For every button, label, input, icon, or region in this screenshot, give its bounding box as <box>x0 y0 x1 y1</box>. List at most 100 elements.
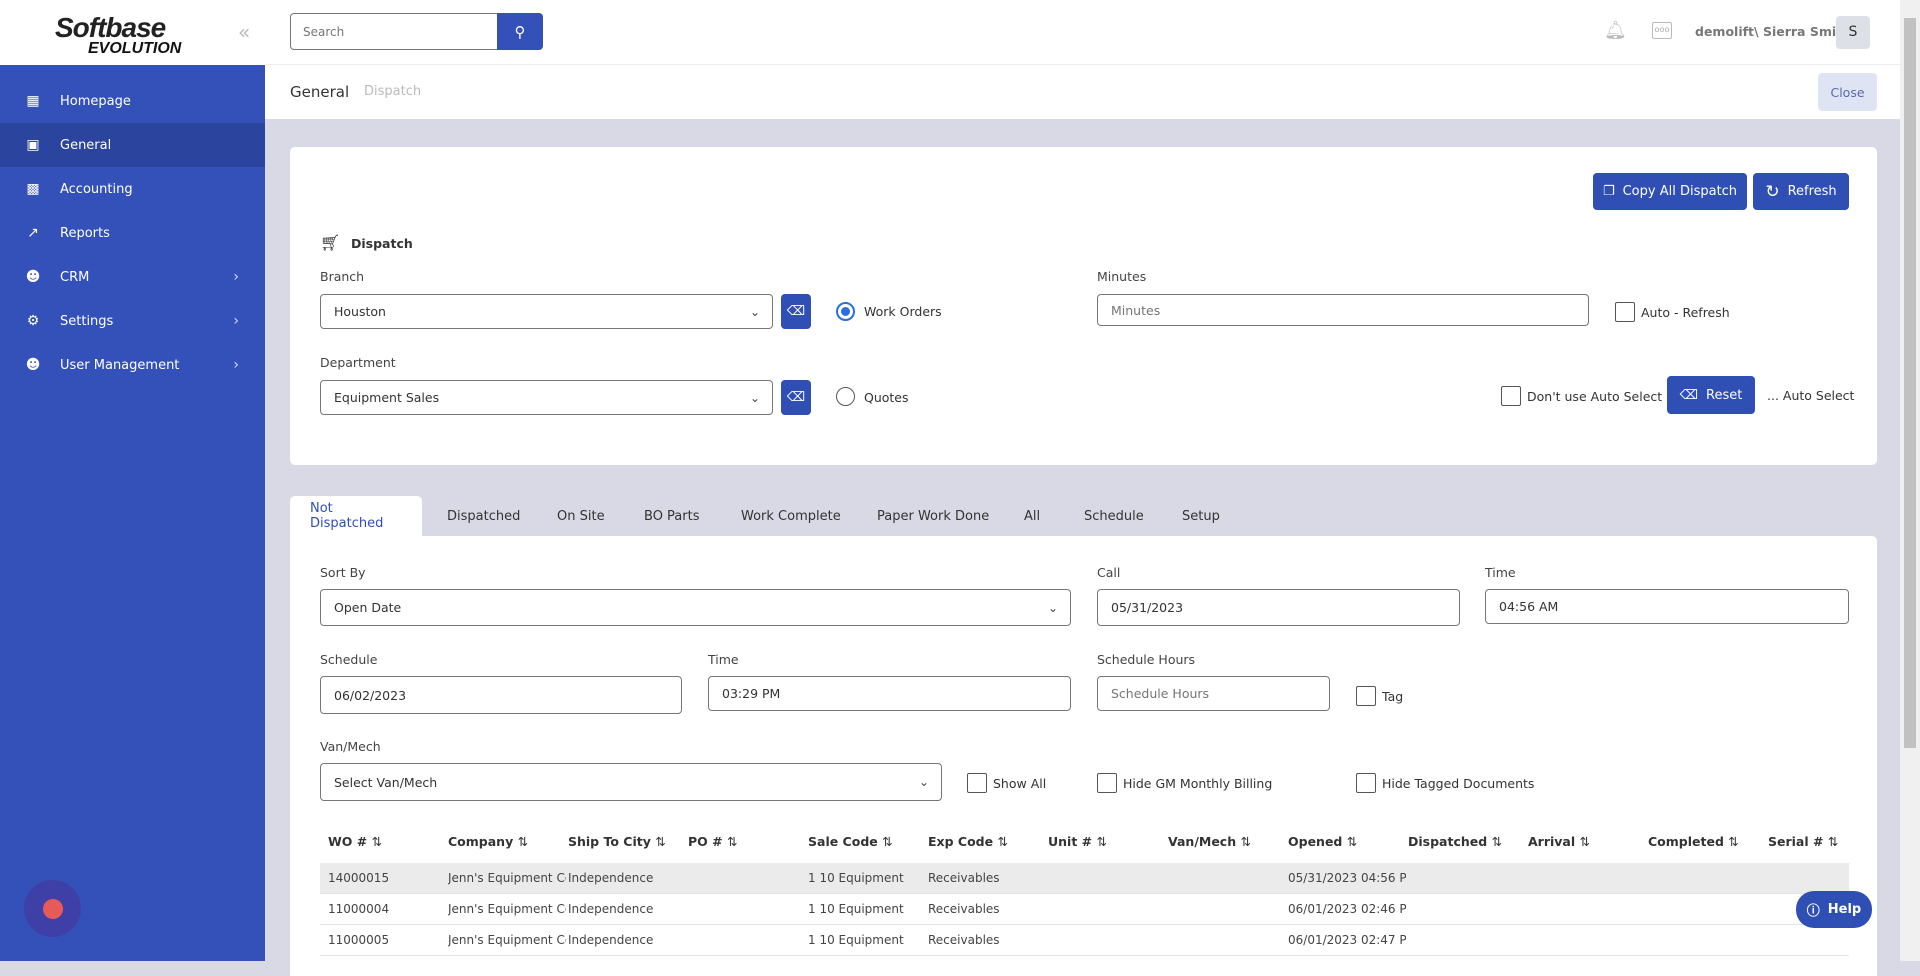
sidebar-item-homepage[interactable]: ▦ Homepage <box>0 79 265 123</box>
eraser-icon: ⌫ <box>786 390 806 405</box>
search-button[interactable]: ⚲ <box>497 13 543 50</box>
chat-icon[interactable]: ooo <box>1652 22 1672 39</box>
column-header[interactable]: Unit # ⇅ <box>1048 834 1107 849</box>
quotes-radio[interactable] <box>836 387 855 406</box>
refresh-button[interactable]: ↻ Refresh <box>1753 173 1849 210</box>
search-input[interactable] <box>290 13 498 50</box>
hide-tagged-label: Hide Tagged Documents <box>1382 776 1535 791</box>
branch-select[interactable]: Houston ⌄ <box>320 294 773 329</box>
sidebar-item-reports[interactable]: ↗ Reports <box>0 211 265 255</box>
schedule-time-input[interactable]: 03:29 PM <box>708 676 1071 711</box>
column-header[interactable]: Company ⇅ <box>448 834 528 849</box>
collapse-sidebar-icon[interactable]: « <box>238 20 251 44</box>
sidebar-item-label: CRM <box>60 269 90 285</box>
column-header[interactable]: WO # ⇅ <box>328 834 382 849</box>
tab-bo-parts[interactable]: BO Parts <box>644 508 700 524</box>
table-cell <box>1048 863 1166 894</box>
column-header[interactable]: Arrival ⇅ <box>1528 834 1590 849</box>
show-all-checkbox[interactable] <box>967 773 987 793</box>
table-row[interactable]: 14000015 Jenn's Equipment Co Independence 1… <box>320 863 1849 894</box>
work-orders-radio[interactable] <box>836 302 855 321</box>
minutes-input[interactable] <box>1097 294 1589 326</box>
table-cell <box>688 894 806 925</box>
table-cell: Jenn's Equipment Co <box>448 933 566 947</box>
tab-schedule[interactable]: Schedule <box>1084 508 1144 524</box>
tab-on-site[interactable]: On Site <box>557 508 605 524</box>
clear-branch-button[interactable]: ⌫ <box>781 294 811 329</box>
scrollbar[interactable] <box>1900 0 1920 961</box>
column-label: PO # <box>688 834 723 849</box>
sidebar-item-general[interactable]: ▣ General <box>0 123 265 167</box>
vanmech-select[interactable]: Select Van/Mech ⌄ <box>320 763 942 801</box>
auto-refresh-label: Auto - Refresh <box>1641 305 1730 320</box>
scrollbar-thumb[interactable] <box>1904 18 1916 748</box>
chart-icon: ↗ <box>27 225 39 241</box>
schedule-time-label: Time <box>708 652 739 667</box>
column-header[interactable]: Ship To City ⇅ <box>568 834 666 849</box>
column-label: Opened <box>1288 834 1343 849</box>
clear-department-button[interactable]: ⌫ <box>781 380 811 415</box>
close-button[interactable]: Close <box>1818 73 1877 111</box>
sidebar-item-settings[interactable]: ⚙ Settings › <box>0 299 265 343</box>
table-row[interactable]: 11000004 Jenn's Equipment Co Independence 1… <box>320 894 1849 925</box>
sidebar-item-label: Settings <box>60 313 114 329</box>
sort-icon: ⇅ <box>371 834 383 849</box>
auto-select-link[interactable]: ... Auto Select <box>1767 388 1855 403</box>
help-button[interactable]: ⓘ Help <box>1796 891 1872 928</box>
column-header[interactable]: Completed ⇅ <box>1648 834 1739 849</box>
schedule-date-input[interactable]: 06/02/2023 <box>320 676 682 714</box>
search-icon: ⚲ <box>514 22 526 41</box>
column-header[interactable]: Sale Code ⇅ <box>808 834 893 849</box>
tab-all[interactable]: All <box>1024 508 1041 524</box>
breadcrumb-bar <box>265 65 1900 119</box>
copy-all-dispatch-button[interactable]: ❐ Copy All Dispatch <box>1593 173 1747 210</box>
refresh-icon: ↻ <box>1765 181 1780 202</box>
dont-use-auto-select-checkbox[interactable] <box>1501 386 1521 406</box>
sidebar-item-crm[interactable]: ☻ CRM › <box>0 255 265 299</box>
hide-gm-checkbox[interactable] <box>1097 773 1117 793</box>
column-header[interactable]: Exp Code ⇅ <box>928 834 1008 849</box>
sort-icon: ⇅ <box>1096 834 1107 849</box>
vanmech-label: Van/Mech <box>320 739 381 754</box>
schedule-hours-input[interactable] <box>1097 676 1330 711</box>
table-cell <box>1648 925 1766 956</box>
sort-icon: ⇅ <box>1346 834 1358 849</box>
tab-not-dispatched[interactable]: Not Dispatched <box>290 496 422 536</box>
reset-button[interactable]: ⌫ Reset <box>1667 376 1755 414</box>
table-cell: Jenn's Equipment Co <box>448 902 566 916</box>
call-date-input[interactable]: 05/31/2023 <box>1097 589 1460 626</box>
tag-checkbox[interactable] <box>1356 686 1376 706</box>
auto-refresh-checkbox[interactable] <box>1615 302 1635 322</box>
tab-setup[interactable]: Setup <box>1182 508 1220 524</box>
column-header[interactable]: PO # ⇅ <box>688 834 737 849</box>
show-all-label: Show All <box>993 776 1047 791</box>
avatar[interactable]: S <box>1836 16 1870 49</box>
logo: Softbase EVOLUTION « <box>0 0 265 65</box>
column-header[interactable]: Serial # ⇅ <box>1768 834 1838 849</box>
tab-work-complete[interactable]: Work Complete <box>741 508 841 524</box>
sidebar-item-label: User Management <box>60 357 180 373</box>
call-time-input[interactable]: 04:56 AM <box>1485 589 1849 624</box>
table-row[interactable]: 11000005 Jenn's Equipment Co Independence 1… <box>320 925 1849 956</box>
chevron-right-icon: › <box>233 357 239 373</box>
hide-tagged-checkbox[interactable] <box>1356 773 1376 793</box>
sidebar-item-user-management[interactable]: ☻ User Management › <box>0 343 265 387</box>
sidebar-item-accounting[interactable]: ▩ Accounting <box>0 167 265 211</box>
tab-dispatched[interactable]: Dispatched <box>447 508 521 524</box>
recording-bubble[interactable] <box>24 880 81 937</box>
user-name[interactable]: demolift\ Sierra Smith <box>1695 24 1852 39</box>
column-header[interactable]: Van/Mech ⇅ <box>1168 834 1251 849</box>
tab-paper-work-done[interactable]: Paper Work Done <box>877 508 990 524</box>
table-cell <box>1648 863 1766 894</box>
sort-icon: ⇅ <box>517 834 529 849</box>
refresh-label: Refresh <box>1787 184 1837 199</box>
schedule-value: 06/02/2023 <box>334 687 407 703</box>
breadcrumb-sub[interactable]: Dispatch <box>364 84 422 99</box>
bell-icon[interactable]: 🔔︎ <box>1604 20 1627 41</box>
sort-by-select[interactable]: Open Date ⌄ <box>320 589 1071 626</box>
column-header[interactable]: Opened ⇅ <box>1288 834 1357 849</box>
department-value: Equipment Sales <box>334 390 440 405</box>
sidebar-item-label: Reports <box>60 225 110 241</box>
column-header[interactable]: Dispatched ⇅ <box>1408 834 1502 849</box>
department-select[interactable]: Equipment Sales ⌄ <box>320 380 773 415</box>
